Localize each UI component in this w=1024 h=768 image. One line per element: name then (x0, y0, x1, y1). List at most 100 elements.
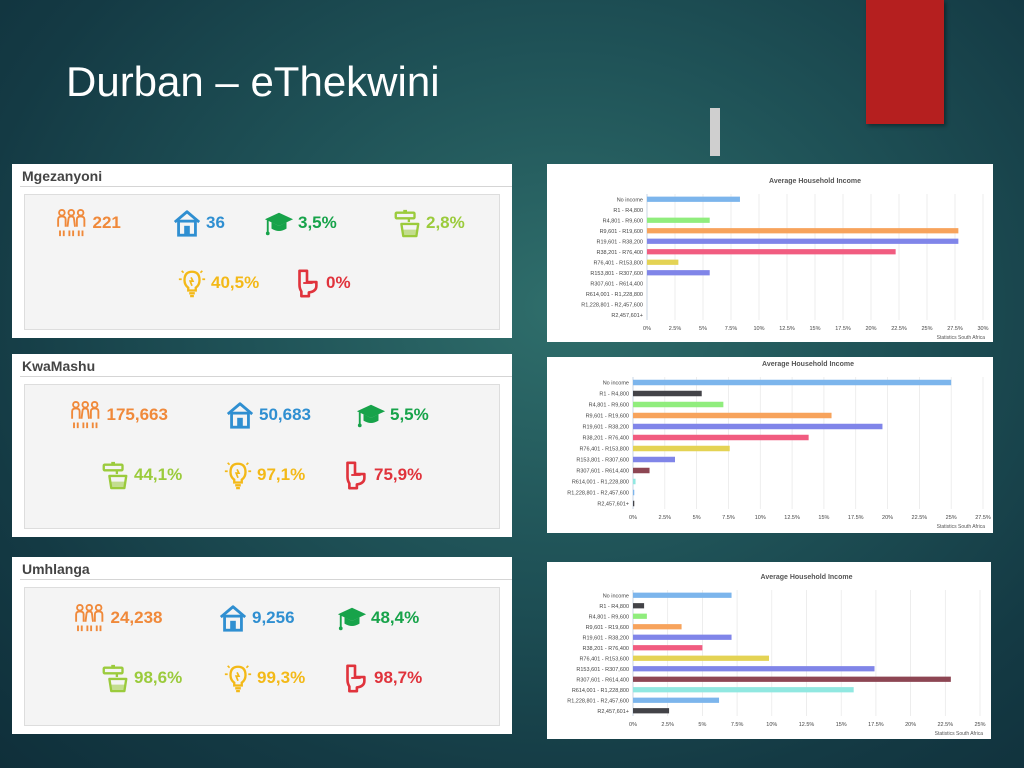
x-tick-label: 17.5% (835, 326, 851, 332)
stat-sanitation: 98,7% (340, 663, 422, 693)
category-label: R2,457,601+ (611, 313, 643, 319)
area-panel-title: Mgezanyoni (22, 168, 103, 184)
category-label: R38,201 - R76,400 (583, 436, 629, 442)
toilet-icon (340, 663, 370, 693)
stat-water: 44,1% (100, 460, 182, 490)
income-chart-umhlanga: Average Household Income 0% 2.5% 5% 7.5% 10% 1… (547, 562, 991, 739)
stats-box (24, 194, 500, 330)
category-label: R1 - R4,800 (613, 208, 643, 214)
graduation-cap-icon (356, 400, 386, 430)
bar (633, 412, 832, 419)
bar (647, 270, 710, 276)
bar (633, 390, 702, 397)
people-group-icon (72, 603, 107, 633)
category-label: R307,601 - R614,400 (576, 677, 629, 683)
bar (633, 603, 645, 609)
x-tick-label: 22.5% (891, 326, 907, 332)
category-label: R38,201 - R76,400 (583, 646, 629, 652)
water-tap-icon (392, 208, 422, 238)
category-label: R19,601 - R38,200 (583, 635, 629, 641)
stat-electricity: 40,5% (177, 268, 259, 298)
panel-divider (20, 186, 512, 187)
bar (647, 196, 740, 202)
stat-value-electricity: 99,3% (257, 668, 306, 687)
chart-source: Statistics South Africa (937, 524, 986, 530)
bar (647, 217, 710, 223)
x-tick-label: 20% (865, 326, 876, 332)
x-tick-label: 30% (977, 326, 988, 332)
stat-sanitation: 0% (292, 268, 351, 298)
x-tick-label: 12.5% (779, 326, 795, 332)
x-tick-label: 15% (809, 326, 820, 332)
bar (633, 645, 703, 651)
x-tick-label: 12.5% (799, 722, 815, 728)
category-label: No income (603, 381, 629, 387)
stat-education: 3,5% (264, 208, 337, 238)
category-label: R153,801 - R307,600 (576, 458, 629, 464)
bar (633, 379, 952, 386)
stat-value-education: 48,4% (371, 608, 420, 627)
x-tick-label: 2.5% (659, 515, 672, 521)
category-label: R19,601 - R38,200 (597, 239, 643, 245)
bar (633, 655, 770, 661)
house-icon (218, 603, 248, 633)
category-label: R153,601 - R307,600 (576, 667, 629, 673)
area-panel-title: Umhlanga (22, 561, 90, 577)
stat-value-education: 5,5% (390, 405, 429, 424)
stat-value-households: 50,683 (259, 405, 311, 424)
toilet-icon (340, 460, 370, 490)
x-tick-label: 5% (699, 326, 707, 332)
x-tick-label: 22.5% (937, 722, 953, 728)
category-label: R4,801 - R9,600 (589, 614, 629, 620)
slide-title: Durban – eThekwini (66, 58, 440, 105)
x-tick-label: 17.5% (868, 722, 884, 728)
category-label: R9,601 - R19,600 (600, 229, 643, 235)
bar (633, 478, 636, 485)
bar (647, 238, 959, 244)
category-label: R2,457,601+ (597, 709, 629, 715)
x-tick-label: 27.5% (975, 515, 991, 521)
income-chart-mgezanyoni: Average Household Income 0% 2.5% 5% 7.5% 10% 1… (547, 164, 993, 342)
x-tick-label: 15% (836, 722, 847, 728)
x-tick-label: 25% (921, 326, 932, 332)
bar (647, 228, 959, 234)
stat-population: 221 (54, 208, 121, 238)
x-tick-label: 17.5% (848, 515, 864, 521)
graduation-cap-icon (264, 208, 294, 238)
stat-sanitation: 75,9% (340, 460, 422, 490)
panel-divider (20, 376, 512, 377)
people-group-icon (68, 400, 103, 430)
stat-value-population: 175,663 (106, 405, 168, 424)
category-label: R614,001 - R1,228,800 (572, 480, 629, 486)
stat-water: 2,8% (392, 208, 465, 238)
gray-accent-bar (710, 108, 720, 156)
x-tick-label: 5% (693, 515, 701, 521)
x-tick-label: 25% (974, 722, 985, 728)
x-tick-label: 7.5% (722, 515, 735, 521)
water-tap-icon (100, 460, 130, 490)
area-panel-kwamashu: KwaMashu 175,663 50,683 5,5% 44,1% 97,1%… (12, 354, 512, 537)
bar (633, 697, 720, 703)
x-tick-label: 7.5% (731, 722, 744, 728)
chart-title: Average Household Income (762, 361, 854, 368)
bar (633, 445, 730, 452)
bar (633, 687, 854, 693)
stat-value-households: 9,256 (252, 608, 295, 627)
stat-value-electricity: 40,5% (211, 273, 260, 292)
bar (633, 676, 951, 682)
stat-population: 175,663 (68, 400, 168, 430)
category-label: R38,201 - R76,400 (597, 250, 643, 256)
light-bulb-icon (223, 460, 253, 490)
category-label: No income (603, 593, 629, 599)
bar (647, 249, 896, 255)
x-tick-label: 27.5% (947, 326, 963, 332)
stat-population: 24,238 (72, 603, 163, 633)
area-panel-mgezanyoni: Mgezanyoni 221 36 3,5% 2,8% 40,5% 0% (12, 164, 512, 338)
bar (633, 423, 883, 430)
x-tick-label: 22.5% (912, 515, 928, 521)
x-tick-label: 10% (753, 326, 764, 332)
bar (633, 666, 875, 672)
stat-value-electricity: 97,1% (257, 465, 306, 484)
category-label: R614,001 - R1,228,800 (586, 292, 643, 298)
income-chart-kwamashu: Average Household Income 0% 2.5% 5% 7.5% 10% 1… (547, 357, 993, 533)
